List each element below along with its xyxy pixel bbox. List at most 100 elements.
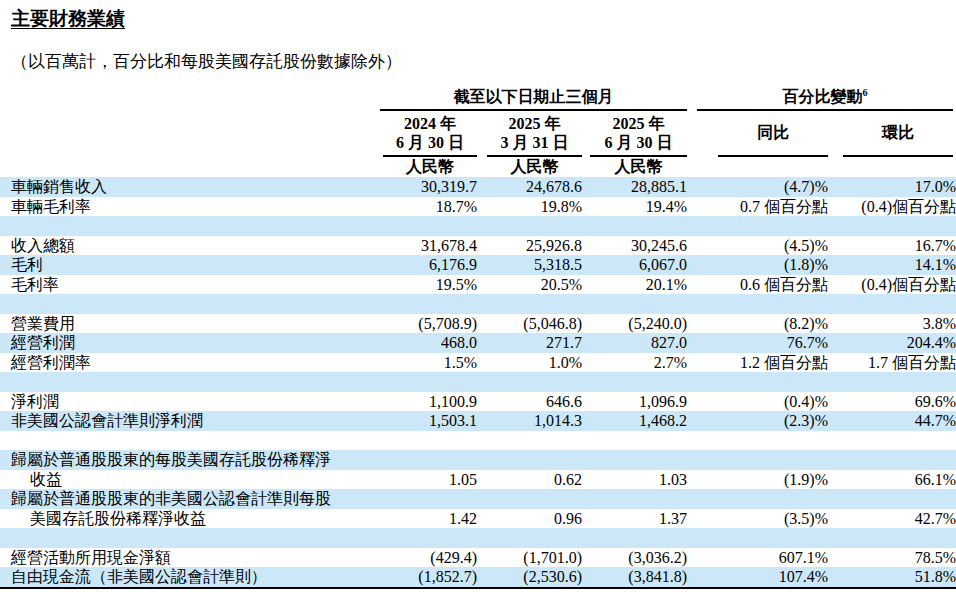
cell-value: (0.4)% [687,392,828,412]
cell-value [828,372,956,392]
row-label: 收入總額 [0,236,380,256]
cell-value: (8.2)% [687,314,828,334]
cell-value: 0.62 [477,470,582,490]
header-label-spacer [0,85,380,111]
row-label [0,294,380,314]
cell-value [828,294,956,314]
cell-value: (1,701.0) [477,548,582,568]
spacer-row [0,528,956,548]
table-row: 歸屬於普通股股東的非美國公認會計準則每股 [0,489,956,509]
table-row: 經營利潤率1.5%1.0%2.7%1.2 個百分點1.7 個百分點 [0,353,956,373]
row-label [0,528,380,548]
row-label: 收益 [0,470,380,490]
cell-value: 19.8% [477,197,582,217]
cell-value: (2.3)% [687,411,828,431]
cell-value: (429.4) [380,548,477,568]
cell-value [582,431,687,451]
cell-value: 42.7% [828,509,956,529]
cell-value [477,489,582,509]
row-label: 自由現金流（非美國公認會計準則） [0,567,380,588]
period-3-year: 2025 年 [590,114,687,133]
cell-value: 1,100.9 [380,392,477,412]
cell-value: (0.4)個百分點 [828,197,956,217]
cell-value: (3.5)% [687,509,828,529]
cell-value: 468.0 [380,333,477,353]
cell-value: 17.0% [828,177,956,197]
row-label: 歸屬於普通股股東的非美國公認會計準則每股 [0,489,380,509]
spacer-row [0,431,956,451]
period-2-date: 3 月 31 日 [487,133,582,152]
cell-value [828,450,956,470]
cell-value: 3.8% [828,314,956,334]
cell-value: 78.5% [828,548,956,568]
cell-value: 1.5% [380,353,477,373]
cell-value: 19.5% [380,275,477,295]
table-body: 車輛銷售收入30,319.724,678.628,885.1(4.7)%17.0… [0,177,956,588]
cell-value [828,216,956,236]
qoq-label: 環比 [843,111,953,157]
cell-value [582,450,687,470]
table-row: 車輛銷售收入30,319.724,678.628,885.1(4.7)%17.0… [0,177,956,197]
spacer-row [0,294,956,314]
cell-value: 19.4% [582,197,687,217]
row-label: 美國存託股份稀釋淨收益 [0,509,380,529]
cell-value: 6,176.9 [380,255,477,275]
cell-value: (3,841.8) [582,567,687,588]
row-label: 毛利率 [0,275,380,295]
cell-value: 1,468.2 [582,411,687,431]
cell-value: 1,014.3 [477,411,582,431]
cell-value: 5,318.5 [477,255,582,275]
row-label [0,372,380,392]
cell-value: (1.9)% [687,470,828,490]
cell-value: 607.1% [687,548,828,568]
cell-value: (5,240.0) [582,314,687,334]
period-group-header: 截至以下日期止三個月 [380,85,687,111]
currency-header-3: 人民幣 [582,157,687,177]
spacer-row [0,372,956,392]
table-row: 美國存託股份稀釋淨收益1.420.961.37(3.5)%42.7% [0,509,956,529]
cell-value [380,528,477,548]
cell-value [828,528,956,548]
cell-value: 1.0% [477,353,582,373]
cell-value: 66.1% [828,470,956,490]
row-label: 淨利潤 [0,392,380,412]
cell-value [477,431,582,451]
row-label [0,216,380,236]
cell-value: (5,708.9) [380,314,477,334]
cell-value: 20.5% [477,275,582,295]
row-label: 毛利 [0,255,380,275]
cell-value [687,294,828,314]
cell-value: 1,503.1 [380,411,477,431]
cell-value [477,450,582,470]
cell-value: (4.5)% [687,236,828,256]
column-header-period-1: 2024 年 6 月 30 日 [380,111,477,157]
cell-value: (1.8)% [687,255,828,275]
cell-value: 1.05 [380,470,477,490]
cell-value: 0.96 [477,509,582,529]
financial-highlights-table: 截至以下日期止三個月 百分比變動6 2024 年 6 月 30 日 [0,85,956,589]
cell-value: 204.4% [828,333,956,353]
cell-value: 30,319.7 [380,177,477,197]
table-row: 非美國公認會計準則淨利潤1,503.11,014.31,468.2(2.3)%4… [0,411,956,431]
units-note: （以百萬計，百分比和每股美國存託股份數據除外） [11,50,402,73]
period-3-date: 6 月 30 日 [590,133,687,152]
column-header-period-2: 2025 年 3 月 31 日 [477,111,582,157]
cell-value: (0.4)個百分點 [828,275,956,295]
cell-value: 271.7 [477,333,582,353]
cell-value: 1,096.9 [582,392,687,412]
table-row: 經營活動所用現金淨額(429.4)(1,701.0)(3,036.2)607.1… [0,548,956,568]
document-page: 主要財務業績 （以百萬計，百分比和每股美國存託股份數據除外） 截至以下日期止三個… [0,0,956,602]
footnote-marker: 6 [863,87,868,98]
cell-value [687,450,828,470]
row-label: 經營利潤率 [0,353,380,373]
cell-value [582,294,687,314]
cell-value: 16.7% [828,236,956,256]
cell-value: 2.7% [582,353,687,373]
table-row: 毛利6,176.95,318.56,067.0(1.8)%14.1% [0,255,956,275]
page-title: 主要財務業績 [11,6,125,32]
cell-value [380,450,477,470]
cell-value: 28,885.1 [582,177,687,197]
column-header-yoy: 同比 [687,111,828,157]
table-row: 營業費用(5,708.9)(5,046.8)(5,240.0)(8.2)%3.8… [0,314,956,334]
table-row: 收益1.050.621.03(1.9)%66.1% [0,470,956,490]
